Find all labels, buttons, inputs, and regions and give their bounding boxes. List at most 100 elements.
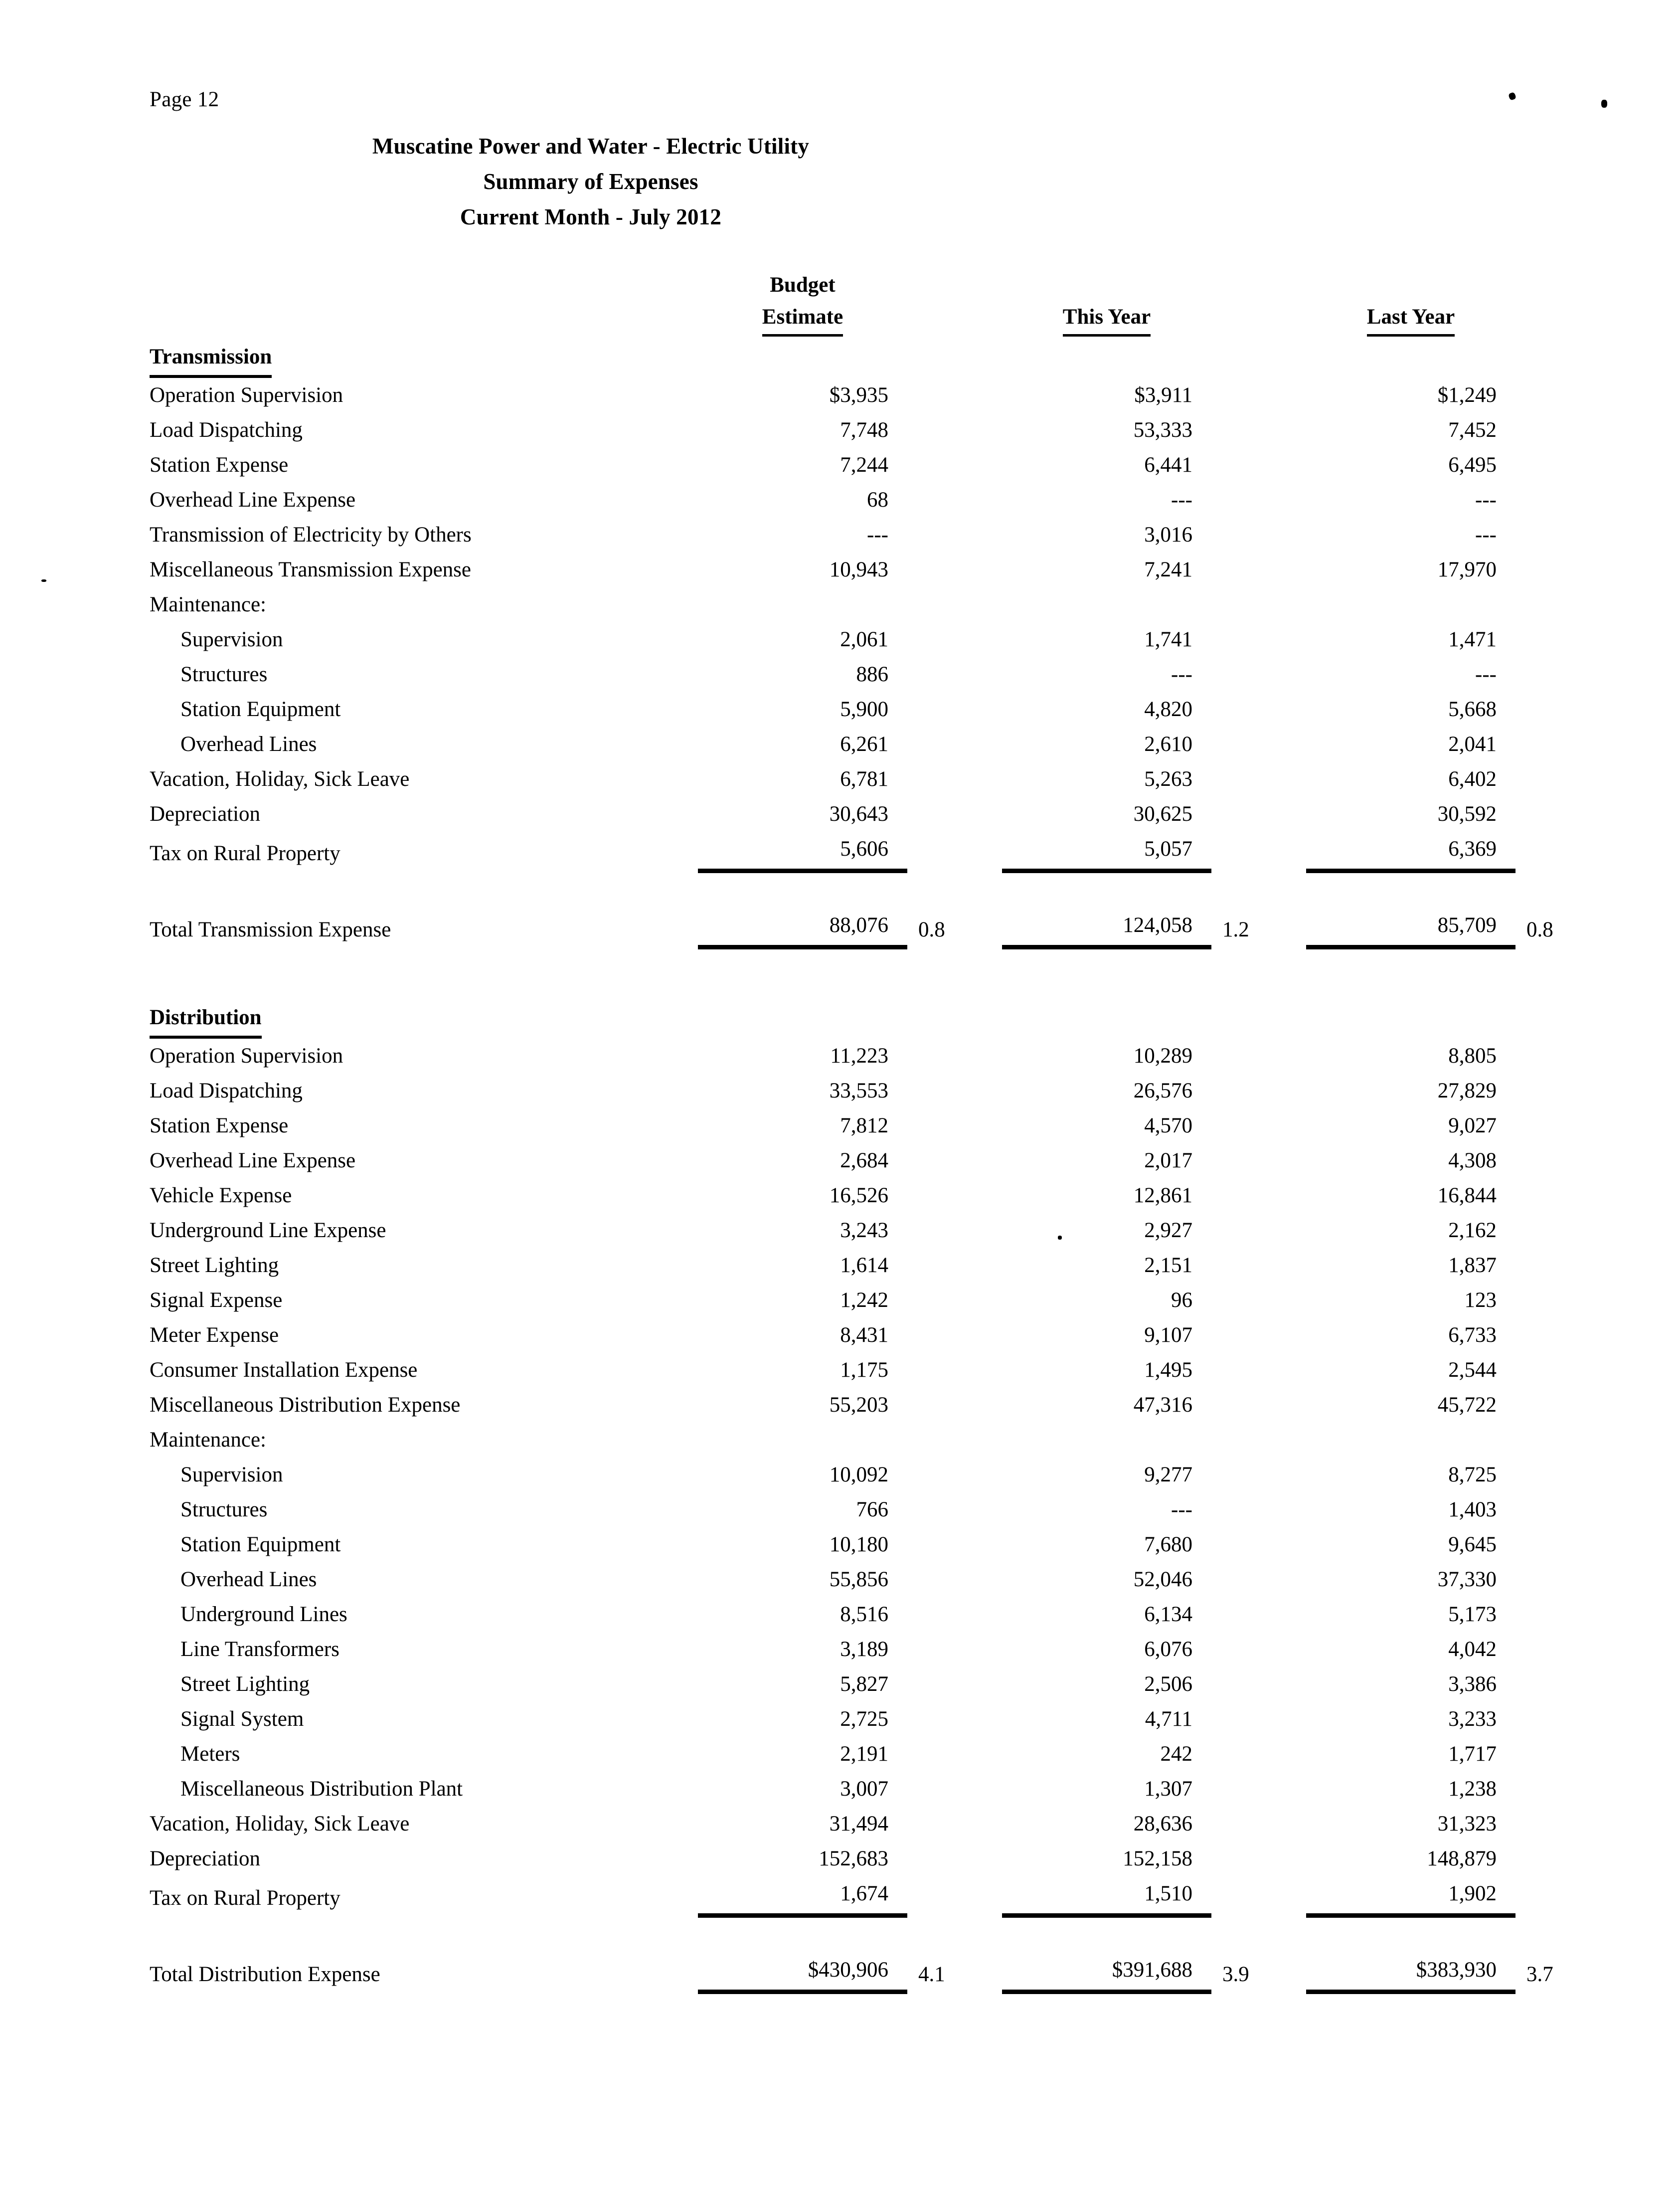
cell-last-year-pct [1515, 1772, 1610, 1807]
cell-this-year: 242 [1160, 1742, 1193, 1766]
cell-last-year-pct [1515, 1632, 1610, 1667]
table-row: Supervision 2,061 1,741 1,471 [150, 622, 1610, 657]
row-label: Station Expense [150, 1114, 289, 1137]
cell-this-year: --- [1171, 663, 1192, 686]
row-label: Depreciation [150, 802, 261, 826]
row-label: Operation Supervision [150, 1044, 343, 1068]
scan-speck-icon [1508, 92, 1517, 101]
cell-budget-pct [907, 1388, 1002, 1423]
row-label: Overhead Line Expense [150, 1149, 356, 1172]
cell-last-year-pct [1515, 1074, 1610, 1108]
cell-this-year: 4,570 [1144, 1114, 1192, 1137]
row-label: Tax on Rural Property [150, 841, 340, 865]
row-label: Supervision [180, 1463, 283, 1486]
section-heading-text: Transmission [150, 340, 272, 378]
cell-this-year-pct [1211, 1667, 1306, 1702]
row-label: Underground Line Expense [150, 1219, 386, 1242]
total-budget-pct: 4.1 [918, 1962, 945, 1986]
cell-budget-pct [907, 1458, 1002, 1492]
cell-this-year [1002, 587, 1211, 622]
cell-last-year-pct [1515, 1388, 1610, 1423]
cell-budget-estimate: 5,900 [840, 698, 888, 721]
cell-last-year-pct [1515, 1492, 1610, 1527]
cell-budget-estimate: 3,007 [840, 1777, 888, 1801]
cell-this-year-pct [1211, 552, 1306, 587]
cell-budget-pct [907, 1108, 1002, 1143]
cell-this-year: 12,861 [1133, 1184, 1192, 1207]
cell-this-year-pct [1211, 1423, 1306, 1458]
cell-last-year: 30,592 [1437, 802, 1497, 826]
cell-this-year-pct [1211, 1143, 1306, 1178]
cell-this-year-pct [1211, 1458, 1306, 1492]
cell-last-year: 6,733 [1448, 1323, 1497, 1347]
cell-this-year: 26,576 [1133, 1079, 1192, 1102]
table-row: Depreciation 30,643 30,625 30,592 [150, 797, 1610, 832]
header-spacer [1515, 301, 1610, 337]
cell-last-year-pct [1515, 727, 1610, 762]
table-row: Street Lighting 1,614 2,151 1,837 [150, 1248, 1610, 1283]
cell-budget-pct [907, 1213, 1002, 1248]
cell-last-year-pct [1515, 1458, 1610, 1492]
section-heading-blank [1515, 337, 1610, 378]
cell-this-year: 9,277 [1144, 1463, 1192, 1486]
cell-last-year [1306, 587, 1515, 622]
section-heading-blank [1306, 997, 1515, 1039]
cell-this-year: 1,741 [1144, 628, 1192, 651]
cell-budget-pct [907, 1318, 1002, 1353]
table-row: Tax on Rural Property 1,674 1,510 1,902 [150, 1876, 1610, 1918]
cell-budget-estimate: 2,191 [840, 1742, 888, 1766]
table-row: Load Dispatching 33,553 26,576 27,829 [150, 1074, 1610, 1108]
column-header-budget-estimate-text: Estimate [762, 301, 843, 337]
table-header-row-top: Budget [150, 269, 1610, 301]
row-label: Depreciation [150, 1847, 261, 1870]
cell-this-year: 4,820 [1144, 698, 1192, 721]
cell-budget-pct [907, 1527, 1002, 1562]
section-heading-text: Distribution [150, 1000, 262, 1039]
cell-last-year-pct [1515, 622, 1610, 657]
cell-last-year-pct [1515, 1213, 1610, 1248]
cell-this-year-pct [1211, 1108, 1306, 1143]
table-row: Underground Lines 8,516 6,134 5,173 [150, 1597, 1610, 1632]
cell-this-year-pct [1211, 1074, 1306, 1108]
cell-this-year-pct [1211, 1388, 1306, 1423]
cell-last-year: 17,970 [1437, 558, 1497, 581]
row-label: Signal Expense [150, 1288, 283, 1312]
row-label: Meters [180, 1742, 240, 1766]
cell-this-year-pct [1211, 378, 1306, 413]
cell-this-year-pct [1211, 1318, 1306, 1353]
table-row: Signal Expense 1,242 96 123 [150, 1283, 1610, 1318]
cell-last-year-pct [1515, 797, 1610, 832]
cell-budget-pct [907, 1353, 1002, 1388]
cell-this-year: 152,158 [1123, 1847, 1192, 1870]
row-label: Station Expense [150, 453, 289, 477]
cell-budget-pct [907, 727, 1002, 762]
cell-budget-estimate: 10,092 [829, 1463, 888, 1486]
row-label: Vacation, Holiday, Sick Leave [150, 767, 410, 791]
table-row: Underground Line Expense 3,243 2,927 2,162 [150, 1213, 1610, 1248]
scan-speck-icon [1601, 100, 1607, 108]
cell-budget-estimate: 16,526 [829, 1184, 888, 1207]
cell-budget-estimate: 7,748 [840, 418, 888, 442]
cell-last-year-pct [1515, 1283, 1610, 1318]
cell-last-year: 45,722 [1437, 1393, 1497, 1417]
cell-this-year-pct [1211, 797, 1306, 832]
row-label: Overhead Lines [180, 733, 317, 756]
table-row: Vacation, Holiday, Sick Leave 6,781 5,263 6… [150, 762, 1610, 797]
cell-this-year: 2,927 [1144, 1219, 1192, 1242]
table-row: Miscellaneous Transmission Expense 10,943… [150, 552, 1610, 587]
cell-last-year-pct [1515, 1737, 1610, 1772]
cell-budget-estimate: 3,243 [840, 1219, 888, 1242]
cell-budget-pct [907, 1492, 1002, 1527]
cell-budget-estimate: 3,189 [840, 1638, 888, 1661]
cell-this-year: 3,016 [1144, 523, 1192, 547]
cell-budget-estimate: 33,553 [829, 1079, 888, 1102]
cell-budget-estimate: --- [867, 523, 888, 547]
cell-this-year: 28,636 [1133, 1812, 1192, 1835]
section-total-row: Total Distribution Expense $430,906 4.1 $39… [150, 1953, 1610, 1994]
cell-last-year: 4,308 [1448, 1149, 1497, 1172]
cell-last-year-pct [1515, 1423, 1610, 1458]
cell-budget-estimate: 11,223 [830, 1044, 888, 1068]
table-row: Maintenance: [150, 1423, 1610, 1458]
total-last-year: $383,930 [1306, 1953, 1515, 1994]
